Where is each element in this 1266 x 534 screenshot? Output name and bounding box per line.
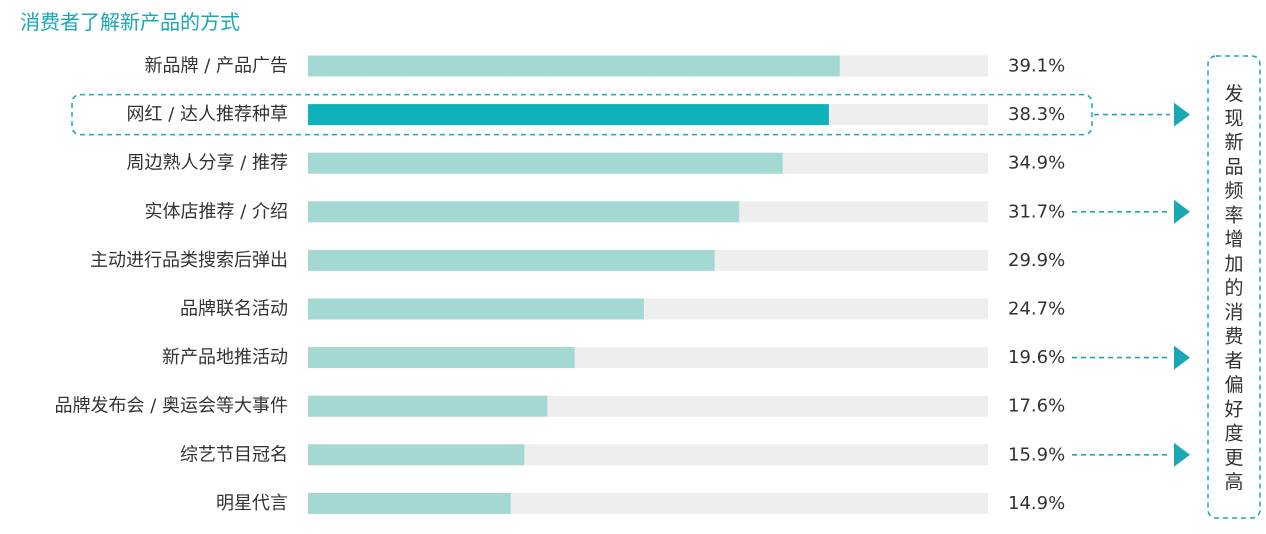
category-label-5: 品牌联名活动 (180, 299, 288, 320)
value-label-4: 29.9% (1008, 250, 1065, 271)
value-label-9: 14.9% (1008, 493, 1065, 514)
bar-9 (308, 492, 511, 514)
arrow-head-1 (1174, 102, 1190, 127)
arrow-head-6 (1174, 345, 1190, 370)
bar-6 (308, 347, 575, 369)
chart-title: 消费者了解新产品的方式 (20, 10, 240, 34)
side-note: 发现新品频率增加的消费者偏好度更高 (1207, 55, 1261, 519)
bar-3 (308, 201, 740, 223)
category-label-2: 周边熟人分享 / 推荐 (126, 153, 288, 174)
bar-5 (308, 298, 644, 320)
category-label-8: 综艺节目冠名 (180, 444, 288, 465)
value-label-5: 24.7% (1008, 299, 1065, 320)
bar-0 (308, 55, 840, 77)
bar-8 (308, 444, 525, 466)
value-label-8: 15.9% (1008, 444, 1065, 465)
value-label-1: 38.3% (1008, 104, 1065, 125)
value-label-2: 34.9% (1008, 153, 1065, 174)
category-label-0: 新品牌 / 产品广告 (144, 56, 288, 77)
value-label-7: 17.6% (1008, 396, 1065, 417)
category-label-7: 品牌发布会 / 奥运会等大事件 (54, 396, 288, 417)
bars (308, 55, 840, 514)
highlight-box (71, 93, 1093, 136)
value-label-3: 31.7% (1008, 201, 1065, 222)
value-label-6: 19.6% (1008, 347, 1065, 368)
value-label-0: 39.1% (1008, 56, 1065, 77)
category-label-4: 主动进行品类搜索后弹出 (90, 250, 288, 271)
bar-1 (308, 104, 829, 126)
category-label-3: 实体店推荐 / 介绍 (144, 201, 288, 222)
arrow-head-3 (1174, 199, 1190, 224)
arrows (1072, 102, 1190, 467)
arrow-head-8 (1174, 442, 1190, 467)
category-label-1: 网红 / 达人推荐种草 (126, 104, 288, 125)
bar-2 (308, 152, 783, 174)
bar-7 (308, 395, 548, 417)
value-labels: 39.1% 38.3% 34.9% 31.7% 29.9% 24.7% 19.6% 17.6%… (1008, 56, 1065, 514)
highlight-group (71, 93, 1093, 136)
side-note-box (1207, 55, 1261, 519)
category-label-6: 新产品地推活动 (162, 347, 288, 368)
side-note-text: 发现新品频率增加的消费者偏好度更高 (1224, 83, 1243, 493)
bar-4 (308, 249, 715, 271)
category-label-9: 明星代言 (216, 493, 288, 514)
